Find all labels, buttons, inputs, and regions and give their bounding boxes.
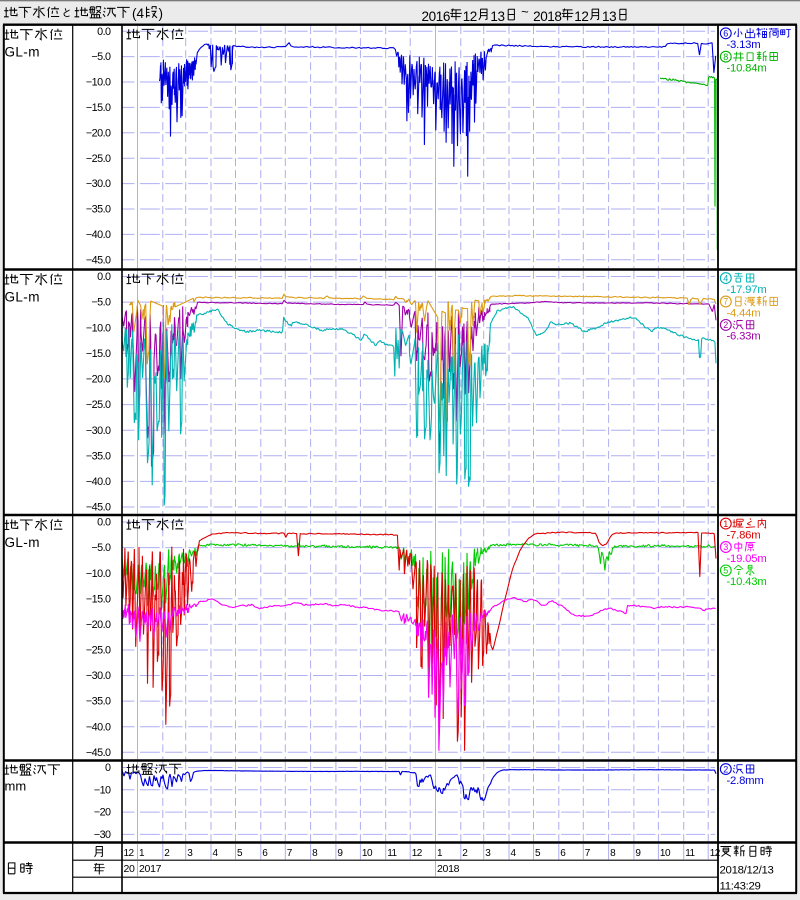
- svg-text:−10: −10: [94, 784, 111, 796]
- svg-text:−10.0: −10.0: [86, 568, 111, 580]
- svg-text:−30.0: −30.0: [86, 425, 111, 437]
- svg-text:8: 8: [610, 848, 616, 859]
- svg-text:5: 5: [535, 848, 541, 859]
- svg-text:−5.0: −5.0: [91, 297, 111, 309]
- svg-text:−15.0: −15.0: [86, 593, 111, 605]
- svg-text:−25.0: −25.0: [86, 153, 111, 165]
- svg-text:2018: 2018: [437, 863, 460, 875]
- svg-text:-10.43m: -10.43m: [727, 576, 767, 588]
- svg-text:−45.0: −45.0: [86, 747, 111, 759]
- svg-text:−30.0: −30.0: [86, 670, 111, 682]
- svg-text:10: 10: [660, 848, 671, 859]
- svg-text:5: 5: [723, 566, 728, 576]
- svg-text:−40.0: −40.0: [86, 721, 111, 733]
- svg-text:−40.0: −40.0: [86, 229, 111, 241]
- svg-text:2: 2: [723, 764, 728, 774]
- svg-text:−25.0: −25.0: [86, 399, 111, 411]
- svg-text:10: 10: [362, 848, 373, 859]
- svg-text:−20.0: −20.0: [86, 619, 111, 631]
- svg-text:−20.0: −20.0: [86, 374, 111, 386]
- svg-text:3: 3: [723, 542, 728, 552]
- svg-text:2: 2: [164, 848, 170, 859]
- svg-text:-19.05m: -19.05m: [727, 553, 767, 565]
- svg-text:11:43:29: 11:43:29: [720, 881, 761, 893]
- svg-text:0.0: 0.0: [97, 271, 111, 283]
- svg-text:5: 5: [237, 848, 243, 859]
- svg-text:): ): [159, 6, 164, 21]
- svg-text:4: 4: [511, 848, 517, 859]
- svg-text:−30.0: −30.0: [86, 178, 111, 190]
- svg-text:−25.0: −25.0: [86, 645, 111, 657]
- svg-text:3: 3: [485, 848, 491, 859]
- svg-text:1: 1: [139, 848, 145, 859]
- svg-text:0: 0: [105, 762, 111, 774]
- svg-text:-17.97m: -17.97m: [727, 284, 767, 296]
- svg-text:8: 8: [312, 848, 318, 859]
- svg-text:8: 8: [723, 52, 728, 62]
- svg-text:−5.0: −5.0: [91, 542, 111, 554]
- svg-text:12: 12: [574, 9, 588, 24]
- svg-text:-4.44m: -4.44m: [727, 307, 761, 319]
- svg-text:2: 2: [723, 320, 728, 330]
- svg-text:−35.0: −35.0: [86, 204, 111, 216]
- svg-text:3: 3: [187, 848, 193, 859]
- svg-text:−10.0: −10.0: [86, 77, 111, 89]
- svg-text:11: 11: [685, 848, 695, 859]
- svg-text:6: 6: [723, 29, 728, 39]
- svg-text:1: 1: [437, 848, 443, 859]
- svg-text:12: 12: [124, 848, 135, 859]
- svg-text:0.0: 0.0: [97, 26, 111, 38]
- svg-text:-3.13m: -3.13m: [727, 39, 761, 51]
- svg-text:-7.86m: -7.86m: [727, 529, 761, 541]
- svg-text:7: 7: [585, 848, 591, 859]
- svg-text:GL-m: GL-m: [5, 290, 40, 305]
- svg-text:2018: 2018: [533, 9, 561, 24]
- svg-text:9: 9: [635, 848, 641, 859]
- svg-text:12: 12: [412, 848, 423, 859]
- svg-text:(4: (4: [132, 6, 144, 21]
- svg-text:−30: −30: [94, 829, 111, 841]
- svg-text:GL-m: GL-m: [5, 535, 40, 550]
- svg-text:2017: 2017: [139, 863, 162, 875]
- svg-text:6: 6: [560, 848, 566, 859]
- svg-text:2016: 2016: [422, 9, 450, 24]
- svg-text:12: 12: [463, 9, 477, 24]
- svg-text:-10.84m: -10.84m: [727, 63, 767, 75]
- svg-text:4: 4: [213, 848, 219, 859]
- svg-text:−45.0: −45.0: [86, 502, 111, 514]
- svg-text:2: 2: [462, 848, 468, 859]
- svg-text:−15.0: −15.0: [86, 102, 111, 114]
- svg-text:0.0: 0.0: [97, 517, 111, 529]
- svg-text:12: 12: [710, 848, 721, 859]
- svg-text:7: 7: [287, 848, 293, 859]
- svg-text:−35.0: −35.0: [86, 450, 111, 462]
- svg-text:−40.0: −40.0: [86, 476, 111, 488]
- svg-text:−20: −20: [94, 807, 111, 819]
- svg-text:−20.0: −20.0: [86, 127, 111, 139]
- svg-text:2018/12/13: 2018/12/13: [720, 865, 774, 877]
- svg-text:7: 7: [723, 297, 728, 307]
- svg-text:~: ~: [521, 4, 529, 19]
- svg-text:−15.0: −15.0: [86, 348, 111, 360]
- svg-text:6: 6: [262, 848, 268, 859]
- svg-text:mm: mm: [5, 779, 27, 794]
- svg-text:−35.0: −35.0: [86, 696, 111, 708]
- svg-text:11: 11: [387, 848, 397, 859]
- svg-text:13: 13: [602, 9, 616, 24]
- svg-text:13: 13: [490, 9, 504, 24]
- svg-text:1: 1: [723, 519, 728, 529]
- svg-text:-2.8mm: -2.8mm: [727, 775, 764, 787]
- svg-text:20: 20: [124, 863, 136, 875]
- svg-text:4: 4: [723, 273, 728, 283]
- svg-text:−45.0: −45.0: [86, 254, 111, 266]
- svg-text:9: 9: [337, 848, 343, 859]
- svg-text:−5.0: −5.0: [91, 51, 111, 63]
- svg-text:-6.33m: -6.33m: [727, 331, 761, 343]
- svg-text:GL-m: GL-m: [5, 45, 40, 60]
- svg-text:−10.0: −10.0: [86, 322, 111, 334]
